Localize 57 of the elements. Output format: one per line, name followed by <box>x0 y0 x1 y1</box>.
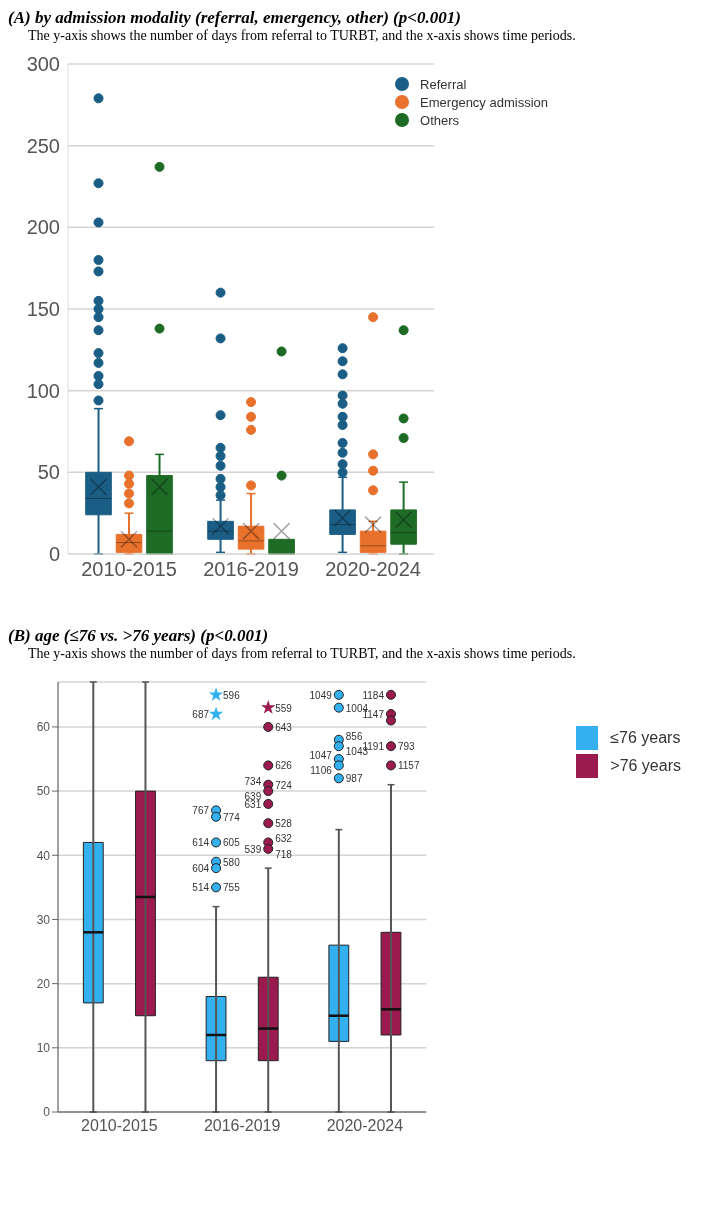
chart-subtitle: The y-axis shows the number of days from referral to TURBT, and the x-axis shows time periods. <box>27 28 577 44</box>
chart-title: (A) by admission modality (referral, emergency, other) (p<0.001) <box>8 8 462 28</box>
annotation: 767 <box>192 805 210 817</box>
x-tick-label: 2010-2015 <box>81 1117 158 1135</box>
x-tick-label: 2016-2019 <box>203 1117 281 1135</box>
y-tick-label: 50 <box>37 461 60 484</box>
annotation: 856 <box>345 730 363 742</box>
annotation: 626 <box>275 760 293 772</box>
annotation: 718 <box>275 848 293 860</box>
annotation: 514 <box>192 882 210 894</box>
legend-label: Referral <box>420 76 467 92</box>
y-tick-label: 250 <box>26 134 60 157</box>
annotation: 528 <box>275 818 293 830</box>
y-tick-label: 60 <box>36 720 51 735</box>
chart-subtitle: The y-axis shows the number of days from referral to TURBT, and the x-axis shows time periods. <box>27 646 577 662</box>
annotation: 580 <box>223 856 241 868</box>
annotation: 1049 <box>309 689 333 701</box>
legend-label: Others <box>420 112 460 128</box>
annotation: 605 <box>223 837 241 849</box>
annotation: 614 <box>192 837 210 849</box>
legend-label: >76 years <box>610 757 681 775</box>
y-tick-label: 20 <box>36 976 51 991</box>
legend-label: Emergency admission <box>420 94 548 110</box>
y-tick-label: 10 <box>36 1041 51 1056</box>
annotation: 596 <box>223 689 241 701</box>
y-tick-label: 0 <box>48 543 60 566</box>
x-tick-label: 2016-2019 <box>203 558 299 581</box>
annotation: 987 <box>345 773 363 785</box>
annotation: 734 <box>244 775 262 787</box>
legend-label: ≤76 years <box>610 729 681 747</box>
chart-title: (B) age (≤76 vs. >76 years) (p<0.001) <box>8 626 270 646</box>
annotation: 632 <box>275 833 293 845</box>
annotation: 1106 <box>310 765 333 777</box>
y-tick-label: 0 <box>43 1105 51 1120</box>
annotation: 724 <box>275 779 293 791</box>
annotation: 643 <box>275 721 293 733</box>
y-tick-label: 50 <box>36 784 51 799</box>
annotation: 1184 <box>362 689 385 701</box>
y-tick-label: 300 <box>26 53 60 76</box>
annotation: 539 <box>244 843 262 855</box>
annotation: 1047 <box>309 750 333 762</box>
y-tick-label: 30 <box>36 912 51 927</box>
annotation: 687 <box>192 709 210 721</box>
y-tick-label: 100 <box>26 379 60 402</box>
annotation: 1157 <box>397 760 420 772</box>
y-tick-label: 150 <box>26 298 60 321</box>
annotation: 1147 <box>362 709 385 721</box>
y-tick-label: 40 <box>36 848 51 863</box>
x-tick-label: 2020-2024 <box>326 1117 404 1135</box>
annotation: 793 <box>397 741 416 753</box>
y-tick-label: 200 <box>26 216 60 239</box>
x-tick-label: 2010-2015 <box>81 558 177 581</box>
annotation: 774 <box>223 811 241 823</box>
annotation: 559 <box>275 702 293 714</box>
annotation: 755 <box>223 882 241 894</box>
annotation: 604 <box>192 863 210 875</box>
x-tick-label: 2020-2024 <box>325 558 421 581</box>
